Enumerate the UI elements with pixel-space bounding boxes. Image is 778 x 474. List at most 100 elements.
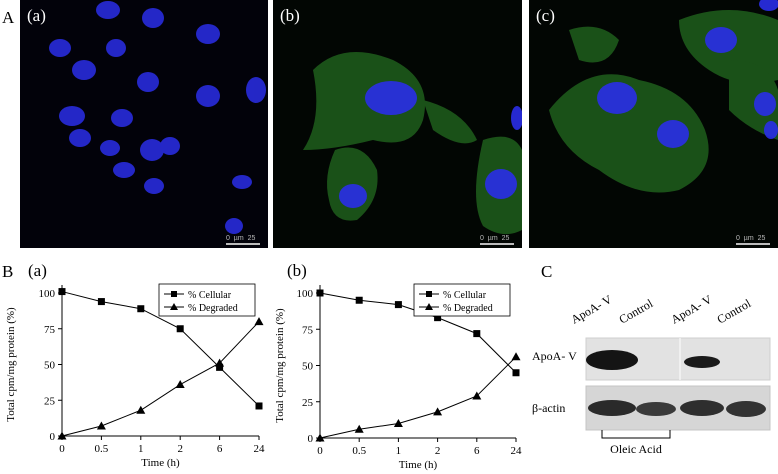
data-point-square — [394, 301, 402, 309]
data-point-square — [176, 325, 184, 333]
data-point-square — [58, 288, 66, 296]
y-tick-label: 75 — [44, 324, 56, 336]
legend-box — [413, 283, 511, 317]
x-axis-label: Time (h) — [399, 459, 438, 471]
blot-band — [680, 400, 724, 416]
data-point-triangle — [175, 380, 185, 389]
scale-origin: 0 — [226, 235, 230, 242]
x-tick-label: 6 — [474, 445, 480, 457]
data-point-triangle — [315, 433, 325, 442]
data-point-triangle — [354, 424, 364, 433]
x-tick-label: 2 — [435, 445, 441, 457]
x-tick-label: 1 — [396, 445, 402, 457]
lane-label: ApoA- V — [569, 292, 615, 327]
x-tick-label: 0 — [317, 445, 323, 457]
x-tick-label: 0.5 — [352, 445, 366, 457]
data-point-square — [355, 296, 363, 304]
y-tick-label: 50 — [44, 360, 56, 372]
blot-band — [684, 356, 720, 368]
micrograph-label: (b) — [280, 6, 300, 25]
x-tick-label: 1 — [138, 443, 144, 455]
data-point-square — [512, 369, 520, 377]
data-point-square — [255, 402, 263, 410]
lane-label: ApoA- V — [669, 292, 715, 327]
data-point-triangle — [57, 431, 67, 440]
y-tick-label: 100 — [39, 288, 56, 300]
legend-box — [158, 283, 256, 317]
y-tick-label: 25 — [302, 397, 314, 409]
line-chart-a: (a) 0 25 50 75 100 0 0.5 1 2 6 24 Time (h) Total cpm/… — [5, 261, 266, 469]
legend-marker-triangle — [170, 303, 178, 310]
data-point-square — [216, 363, 224, 371]
y-tick-label: 0 — [308, 433, 314, 445]
scale-origin: 0 — [736, 235, 740, 242]
y-axis-label: Total cpm/mg protein (%) — [5, 307, 17, 422]
x-tick-label: 6 — [217, 443, 223, 455]
blot-band — [636, 402, 676, 416]
series-line — [319, 356, 517, 439]
figure-label-c: C — [541, 262, 553, 281]
data-point-triangle — [511, 352, 521, 361]
micrograph-label: (a) — [27, 6, 46, 25]
micrograph-a-image — [20, 0, 268, 248]
x-tick-label: 2 — [177, 443, 183, 455]
bracket-label: Oleic Acid — [610, 442, 662, 456]
legend-entry: % Cellular — [188, 290, 232, 301]
y-tick-label: 75 — [302, 324, 314, 336]
figure-label-a: A — [2, 8, 15, 27]
data-point-square — [434, 314, 442, 322]
legend-marker-square — [426, 291, 432, 297]
micrograph-b-image — [273, 0, 522, 248]
series-line — [61, 321, 260, 437]
data-point-triangle — [472, 391, 482, 400]
scale-unit: µm — [743, 235, 754, 242]
y-tick-label: 100 — [297, 288, 314, 300]
scale-value: 25 — [757, 235, 766, 242]
lane-label: Control — [715, 296, 754, 327]
legend-entry: % Degraded — [443, 303, 493, 314]
micrograph-a: (a) 0 µm 25 — [20, 0, 268, 248]
y-tick-label: 0 — [50, 431, 56, 443]
scale-value: 25 — [247, 235, 256, 242]
blot-band — [588, 400, 636, 416]
data-point-triangle — [215, 358, 225, 367]
y-axis-label: Total cpm/mg protein (%) — [275, 308, 286, 423]
data-point-triangle — [96, 421, 106, 430]
y-tick-label: 25 — [44, 395, 56, 407]
legend-entry: % Degraded — [188, 303, 238, 314]
chart-panel-label: (b) — [287, 261, 307, 280]
line-chart-b: (b) 0 25 50 75 100 0 0.5 1 2 6 24 Time (h) Total cpm/… — [275, 261, 523, 471]
data-point-triangle — [136, 405, 146, 414]
oleic-acid-bracket — [601, 430, 671, 439]
data-point-square — [316, 289, 324, 297]
legend-marker-triangle — [425, 303, 433, 310]
scale-unit: µm — [233, 235, 244, 242]
data-point-triangle — [254, 317, 264, 326]
data-point-triangle — [433, 407, 443, 416]
micrograph-label: (c) — [536, 6, 555, 25]
scale-bar-line — [736, 243, 770, 245]
figure-label-b: B — [2, 262, 14, 281]
micrograph-c-image — [529, 0, 778, 248]
scale-bar: 0 µm 25 — [480, 235, 514, 245]
micrograph-b: (b) 0 µm 25 — [273, 0, 522, 248]
x-tick-label: 0 — [59, 443, 65, 455]
legend-entry: % Cellular — [443, 290, 487, 301]
data-point-triangle — [393, 419, 403, 427]
blot-band — [586, 350, 638, 370]
micrograph-c: (c) 0 µm 25 — [529, 0, 778, 248]
scale-origin: 0 — [480, 235, 484, 242]
scale-bar: 0 µm 25 — [736, 235, 770, 245]
scale-value: 25 — [501, 235, 510, 242]
scale-unit: µm — [487, 235, 498, 242]
x-tick-label: 24 — [254, 443, 266, 455]
scale-bar-line — [226, 243, 260, 245]
blot-row-label: β-actin — [532, 401, 565, 415]
series-line — [61, 291, 260, 407]
data-point-square — [97, 298, 105, 306]
y-tick-label: 50 — [302, 361, 314, 373]
western-blot: ApoA- V Control ApoA- V Control ApoA- V … — [532, 292, 771, 456]
lane-label: Control — [617, 296, 656, 327]
x-tick-label: 24 — [511, 445, 523, 457]
scale-bar: 0 µm 25 — [226, 235, 260, 245]
